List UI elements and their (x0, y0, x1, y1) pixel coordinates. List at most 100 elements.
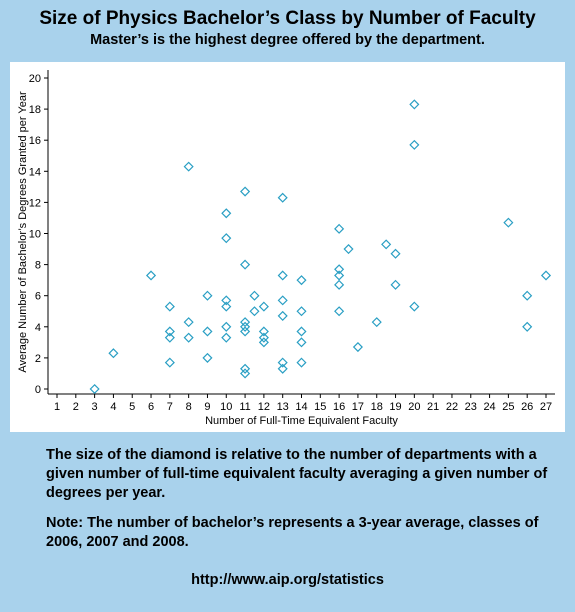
x-tick-label: 25 (502, 401, 514, 413)
data-point-diamond (164, 301, 175, 312)
y-tick-label: 10 (29, 229, 41, 241)
data-point-diamond (522, 321, 533, 332)
data-point-diamond (296, 275, 307, 286)
data-point-diamond (164, 357, 175, 368)
y-tick-label: 8 (35, 260, 41, 272)
x-tick-label: 14 (295, 401, 307, 413)
data-point-diamond (240, 186, 251, 197)
x-tick-label: 22 (446, 401, 458, 413)
data-point-diamond (249, 290, 260, 301)
data-point-diamond (221, 233, 232, 244)
y-axis-title: Average Number of Bachelor’s Degrees Gra… (17, 91, 29, 373)
x-tick-label: 15 (314, 401, 326, 413)
x-tick-label: 12 (258, 401, 270, 413)
chart-panel: 0 2 4 6 8 10 12 14 16 18 20 1 2 3 4 5 6 7 8 9 10 11 12 13 14 15 1… (10, 62, 565, 432)
chart-subtitle: Master’s is the highest degree offered b… (90, 32, 485, 48)
data-point-diamond (164, 326, 175, 337)
data-point-diamond (145, 270, 157, 281)
average-note: Note: The number of bachelor’s represent… (46, 515, 539, 550)
data-point-diamond (221, 295, 232, 306)
x-tick-label: 11 (239, 401, 250, 413)
data-point-diamond (221, 321, 232, 332)
x-tick-label: 2 (73, 401, 79, 413)
x-tick-label: 13 (277, 401, 289, 413)
x-tick-label: 19 (389, 401, 401, 413)
y-axis-ticks: 0 2 4 6 8 10 12 14 16 18 20 (29, 73, 48, 396)
x-axis-ticks: 1 2 3 4 5 6 7 8 9 10 11 12 13 14 15 16 17 18 19 20 21 22 23 24 2… (54, 394, 552, 413)
diamond-size-note: The size of the diamond is relative to t… (46, 447, 548, 501)
data-point-diamond (390, 279, 401, 290)
data-point-diamond (334, 223, 345, 234)
data-point-diamond (183, 161, 194, 172)
data-point-diamond (277, 357, 288, 368)
data-point-diamond (249, 306, 260, 317)
x-tick-label: 10 (220, 401, 232, 413)
plot-axes (47, 70, 555, 395)
data-point-diamond (240, 321, 251, 332)
x-tick-label: 1 (54, 401, 60, 413)
data-point-diamond (258, 337, 269, 348)
x-tick-label: 8 (186, 401, 192, 413)
source-url[interactable]: http://www.aip.org/statistics (191, 572, 384, 588)
data-point-diamond (296, 357, 307, 368)
x-axis-title: Number of Full-Time Equivalent Faculty (205, 415, 398, 427)
y-tick-label: 20 (29, 73, 41, 85)
data-point-diamond (296, 306, 307, 317)
x-tick-label: 17 (352, 401, 364, 413)
x-tick-label: 5 (129, 401, 135, 413)
data-point-diamond (258, 326, 269, 337)
x-tick-label: 3 (92, 401, 98, 413)
x-tick-label: 16 (333, 401, 345, 413)
data-point-diamond (296, 326, 307, 337)
data-point-diamond (409, 301, 420, 312)
data-point-diamond (240, 317, 251, 328)
x-tick-label: 20 (408, 401, 420, 413)
x-tick-label: 6 (148, 401, 154, 413)
data-point-diamond (240, 326, 251, 337)
data-point-diamond (221, 301, 232, 312)
data-point-diamond (409, 139, 420, 150)
x-tick-label: 18 (371, 401, 383, 413)
data-point-diamond (277, 310, 288, 321)
x-tick-label: 9 (204, 401, 210, 413)
data-point-diamond (334, 264, 345, 275)
y-tick-label: 2 (35, 353, 41, 365)
data-point-diamond (371, 317, 382, 328)
data-point-diamond (522, 290, 533, 301)
data-point-diamond (334, 270, 345, 281)
data-points (89, 99, 552, 395)
x-tick-label: 4 (110, 401, 116, 413)
chart-title: Size of Physics Bachelor’s Class by Numb… (39, 8, 536, 29)
data-point-diamond (334, 279, 345, 290)
data-point-diamond (296, 337, 307, 348)
data-point-diamond (277, 270, 288, 281)
data-point-diamond (240, 259, 251, 270)
data-point-diamond (277, 363, 288, 374)
data-point-diamond (164, 332, 175, 343)
data-point-diamond (108, 348, 119, 359)
data-point-diamond (221, 208, 232, 219)
data-point-diamond (89, 383, 100, 395)
data-point-diamond (183, 332, 194, 343)
y-tick-label: 14 (29, 166, 41, 178)
y-tick-label: 4 (35, 322, 41, 334)
data-point-diamond (540, 270, 552, 281)
x-tick-label: 26 (521, 401, 533, 413)
data-point-diamond (258, 332, 269, 343)
data-point-diamond (258, 301, 269, 312)
x-tick-label: 24 (483, 401, 495, 413)
data-point-diamond (240, 363, 251, 374)
data-point-diamond (390, 248, 401, 259)
data-point-diamond (343, 244, 354, 255)
x-tick-label: 21 (427, 401, 439, 413)
y-tick-label: 6 (35, 291, 41, 303)
data-point-diamond (503, 217, 514, 228)
x-tick-label: 27 (540, 401, 552, 413)
data-point-diamond (277, 192, 288, 203)
data-point-diamond (202, 352, 213, 363)
data-point-diamond (277, 295, 288, 306)
x-tick-label: 23 (465, 401, 477, 413)
data-point-diamond (381, 239, 392, 250)
data-point-diamond (202, 290, 213, 301)
